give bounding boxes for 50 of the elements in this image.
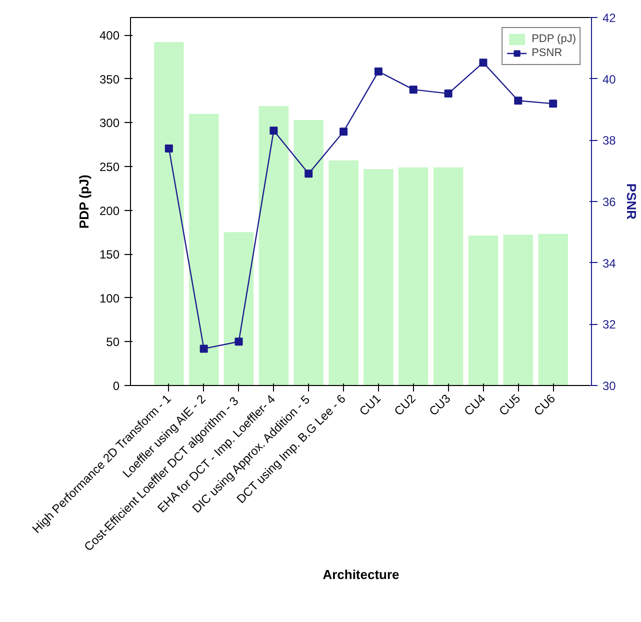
- bar: [503, 234, 533, 386]
- y2-tick-label: 36: [602, 195, 616, 209]
- bar: [398, 167, 428, 386]
- bar: [538, 234, 568, 386]
- y-tick-label: 300: [99, 116, 120, 130]
- y-tick-label: 350: [99, 72, 120, 86]
- y-axis-title: PDP (pJ): [76, 174, 92, 229]
- bar: [328, 160, 358, 386]
- point: [444, 90, 452, 98]
- point: [514, 96, 522, 105]
- point: [270, 126, 278, 135]
- y-tick-label: 200: [99, 204, 120, 218]
- y-tick-label: 0: [112, 379, 120, 393]
- x-tick-label: CU4: [461, 391, 488, 418]
- point: [304, 170, 313, 178]
- y-tick-label: 400: [99, 28, 120, 43]
- x-tick-label: CU2: [391, 391, 419, 418]
- point: [234, 338, 243, 346]
- bar: [224, 232, 254, 386]
- point: [164, 144, 173, 152]
- bar: [364, 169, 394, 386]
- bar: [154, 42, 184, 386]
- x-tick-label: CU3: [426, 391, 454, 418]
- y2-tick-label: 34: [602, 256, 616, 270]
- point: [200, 344, 208, 353]
- y-tick-label: 150: [99, 248, 120, 262]
- legend-label: PDP (pJ): [532, 32, 576, 46]
- bar: [468, 236, 498, 386]
- point: [340, 128, 348, 136]
- y2-tick-label: 40: [602, 72, 616, 86]
- y2-tick-label: 38: [602, 134, 616, 148]
- x-tick-label: CU1: [356, 391, 384, 418]
- y2-axis-title: PSNR: [624, 183, 639, 220]
- y2-tick-label: 32: [602, 318, 616, 332]
- y-tick-label: 250: [99, 160, 120, 174]
- y2-tick-label: 42: [602, 11, 616, 25]
- y-tick-label: 50: [106, 335, 120, 350]
- point: [409, 86, 418, 94]
- bar: [433, 167, 464, 386]
- x-axis-title: Architecture: [322, 566, 400, 582]
- x-tick-label: CU6: [531, 391, 558, 418]
- bar: [189, 114, 219, 386]
- bar: [294, 120, 324, 386]
- bar: [258, 106, 289, 386]
- point: [479, 58, 488, 67]
- legend-label: PSNR: [532, 46, 562, 60]
- point: [374, 67, 382, 76]
- y-tick-label: 100: [99, 291, 120, 306]
- y2-tick-label: 30: [602, 379, 616, 393]
- point: [549, 100, 558, 108]
